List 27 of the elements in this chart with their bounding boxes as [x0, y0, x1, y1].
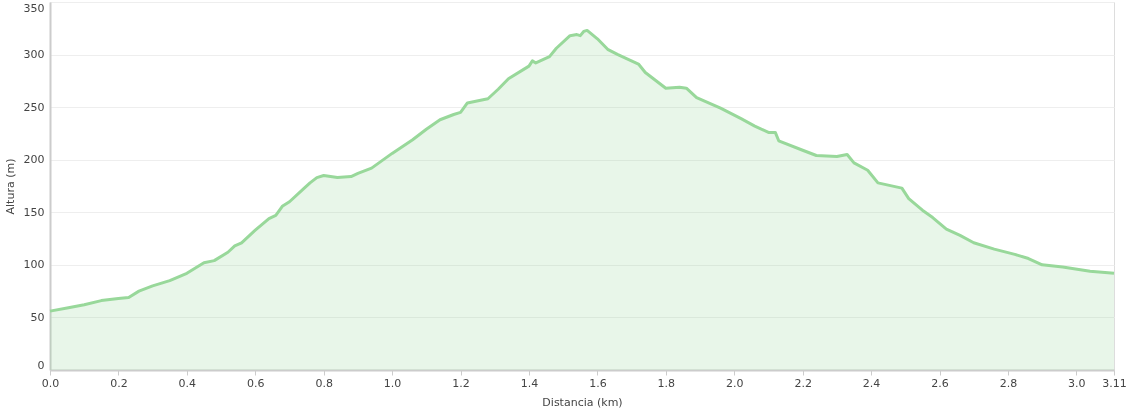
y-tick-label: 0	[37, 358, 45, 372]
x-tick-label: 1.8	[657, 376, 676, 390]
x-tick-label: 2.2	[794, 376, 812, 390]
x-axis-title: Distancia (km)	[542, 395, 623, 409]
x-tick-label: 0.6	[247, 376, 265, 390]
x-tick-label: 2.0	[725, 376, 744, 390]
x-tick-label: 2.4	[862, 376, 881, 390]
y-tick-label: 300	[23, 48, 45, 62]
x-tick-label: 3.11	[1102, 376, 1127, 390]
x-tick-label: 2.8	[999, 376, 1018, 390]
x-tick-label: 1.2	[452, 376, 470, 390]
x-tick-label: 0.0	[41, 376, 60, 390]
x-tick-label: 0.4	[178, 376, 197, 390]
y-tick-label: 150	[23, 205, 45, 219]
x-tick-label: 0.2	[110, 376, 128, 390]
x-tick-label: 1.0	[383, 376, 402, 390]
x-tick-label: 1.6	[589, 376, 607, 390]
y-axis-title: Altura (m)	[3, 158, 17, 215]
y-tick-label: 250	[23, 100, 45, 114]
y-tick-label: 350	[23, 1, 45, 15]
x-tick-label: 3.0	[1068, 376, 1086, 390]
y-tick-label: 50	[30, 310, 45, 324]
y-tick-label: 100	[23, 258, 45, 272]
x-tick-label: 2.6	[931, 376, 949, 390]
y-tick-label: 200	[23, 153, 45, 167]
x-tick-label: 0.8	[315, 376, 333, 390]
x-tick-label: 1.4	[520, 376, 539, 390]
